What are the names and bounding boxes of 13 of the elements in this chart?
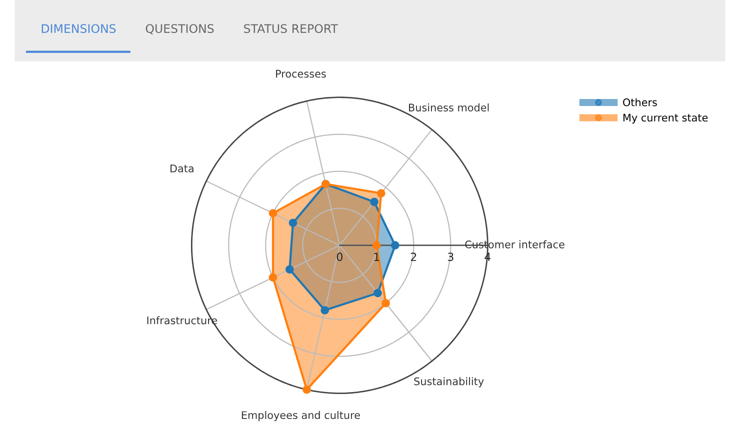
text: STATUS REPORT bbox=[244, 24, 338, 34]
y-tick-label: 2 bbox=[410, 252, 416, 261]
legend-label: Others bbox=[623, 98, 657, 106]
spoke-label: Employees and culture bbox=[242, 410, 360, 422]
text: DIMENSIONS bbox=[42, 24, 116, 34]
spoke-label: Business model bbox=[409, 103, 489, 112]
spoke-label: Data bbox=[170, 164, 194, 172]
spoke-label: Sustainability bbox=[414, 377, 484, 388]
y-tick-label: 0 bbox=[336, 252, 342, 262]
y-tick-label: 3 bbox=[448, 252, 454, 262]
spoke-label: Processes bbox=[276, 70, 326, 78]
text: QUESTIONS bbox=[146, 24, 214, 34]
legend-label: My current state bbox=[623, 114, 708, 124]
